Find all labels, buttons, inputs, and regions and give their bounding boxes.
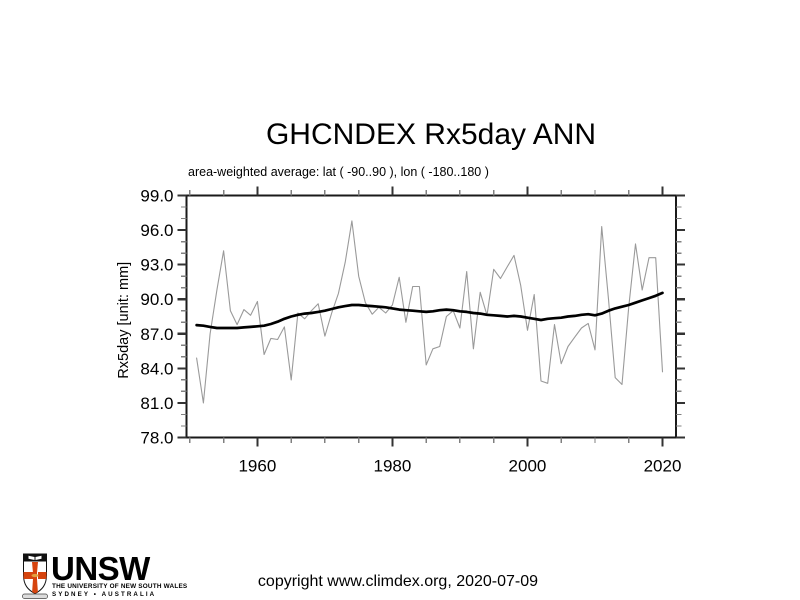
annual-series-line (196, 220, 664, 404)
plot-frame (185, 194, 677, 439)
unsw-crest-shield-icon (22, 553, 48, 599)
copyright-line: copyright www.climdex.org, 2020-07-09 (257, 573, 539, 590)
chart-title: GHCNDEX Rx5day ANN (265, 118, 597, 151)
y-tick-label: 84.0 (140, 359, 173, 378)
crest-chief (23, 554, 47, 562)
crest-scroll (22, 593, 48, 599)
x-tick-label: 2020 (644, 457, 682, 476)
crest-lion (31, 573, 39, 578)
smoothed-series-line (195, 291, 664, 330)
x-tick-label: 1960 (238, 457, 276, 476)
x-tick-label: 2000 (509, 457, 547, 476)
y-tick-label: 93.0 (140, 256, 173, 275)
y-tick-label: 81.0 (140, 394, 173, 413)
unsw-location-line: SYDNEY • AUSTRALIA (52, 591, 157, 598)
chart-subtitle: area-weighted average: lat ( -90..90 ), … (188, 165, 489, 179)
y-tick-label: 78.0 (140, 429, 173, 448)
y-tick-label: 90.0 (140, 290, 173, 309)
unsw-logo: UNSW THE UNIVERSITY OF NEW SOUTH WALES S… (20, 550, 187, 600)
y-tick-label: 99.0 (140, 187, 173, 206)
unsw-acronym: UNSW (51, 550, 150, 587)
y-tick-label: 87.0 (140, 325, 173, 344)
crest-cross (23, 562, 47, 594)
crest-book-left (28, 555, 35, 560)
x-tick-label: 1980 (374, 457, 412, 476)
crest-book-right (35, 555, 42, 560)
y-tick-label: 96.0 (140, 221, 173, 240)
unsw-name-line: THE UNIVERSITY OF NEW SOUTH WALES (52, 582, 188, 590)
